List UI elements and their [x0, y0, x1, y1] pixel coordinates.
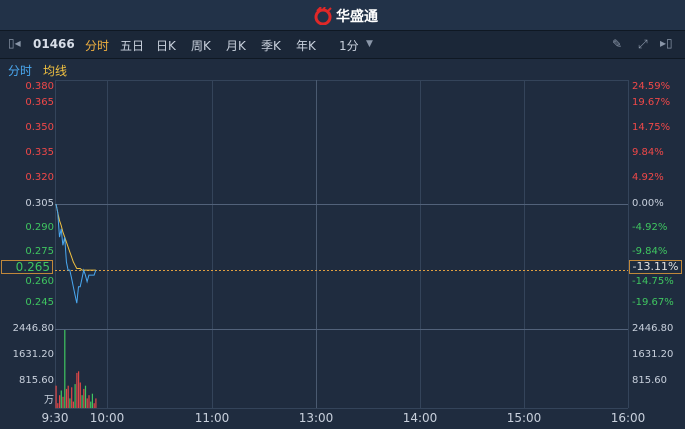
pct-label: -9.84% [632, 246, 668, 257]
volume-bar [95, 398, 97, 408]
time-label: 15:00 [506, 411, 542, 425]
app-header: 华盛通 [0, 0, 685, 31]
price-label: 0.320 [25, 172, 54, 183]
price-label: 0.380 [25, 81, 54, 92]
tab-five-day[interactable]: 五日 [120, 39, 145, 53]
volume-bar [84, 385, 87, 408]
logo-icon [314, 7, 332, 25]
stock-code: 01466 [33, 37, 75, 51]
pct-label: 4.92% [632, 172, 664, 183]
volume-bar [88, 395, 90, 408]
vol-label: 1631.20 [12, 349, 54, 360]
pct-label: 9.84% [632, 147, 664, 158]
volume-bar [59, 395, 61, 408]
tab-monthly-k[interactable]: 月K [226, 39, 246, 53]
price-label: 0.350 [25, 122, 54, 133]
tab-weekly-k[interactable]: 周K [191, 39, 211, 53]
current-price-tag: 0.265 [1, 260, 53, 274]
price-label: 0.335 [25, 147, 54, 158]
volume-bar [93, 403, 95, 408]
price-label: 0.365 [25, 97, 54, 108]
time-label: 13:00 [298, 411, 334, 425]
collapse-right-icon[interactable]: ▸▯ [660, 36, 673, 50]
time-label: 14:00 [402, 411, 438, 425]
price-line [55, 203, 97, 304]
volume-bar [64, 330, 66, 408]
vol-label-right: 815.60 [632, 375, 667, 386]
volume-bar [72, 401, 74, 408]
pct-label: 24.59% [632, 81, 671, 92]
chevron-down-icon[interactable]: ▼ [366, 39, 373, 49]
volume-bar [62, 396, 64, 408]
pct-label: -4.92% [632, 222, 668, 233]
brand-logo: 华盛通 [313, 6, 378, 26]
vol-unit: 万 [44, 395, 54, 406]
pct-label: -14.75% [632, 276, 674, 287]
tab-daily-k[interactable]: 日K [156, 39, 176, 53]
price-label: 0.290 [25, 222, 54, 233]
tab-yearly-k[interactable]: 年K [296, 39, 316, 53]
time-label: 11:00 [194, 411, 230, 425]
brand-name: 华盛通 [336, 9, 378, 25]
volume-bar [86, 398, 88, 408]
legend-avg: 均线 [43, 64, 68, 78]
vol-label-right: 2446.80 [632, 323, 674, 334]
volume-bar [81, 395, 83, 408]
volume-bar [55, 385, 57, 408]
toolbar: ▯◂ 01466 分时 五日 日K 周K 月K 季K 年K 1分 ▼ ✎ ⤢ ▸… [0, 31, 685, 59]
price-label: 0.260 [25, 276, 54, 287]
volume-bar [76, 372, 78, 408]
time-label: 9:30 [41, 411, 69, 425]
volume-bar [83, 388, 85, 408]
price-label: 0.245 [25, 297, 54, 308]
time-label: 10:00 [89, 411, 125, 425]
collapse-left-icon[interactable]: ▯◂ [8, 36, 21, 50]
volume-bar [69, 398, 71, 408]
tab-quarterly-k[interactable]: 季K [261, 39, 281, 53]
volume-bar [79, 382, 81, 408]
volume-bar [60, 390, 62, 408]
volume-bar [90, 401, 92, 408]
volume-bar [91, 393, 93, 408]
pct-label: 0.00% [632, 198, 664, 209]
vol-label: 2446.80 [12, 323, 54, 334]
pct-label: 14.75% [632, 122, 671, 133]
avg-line [55, 203, 96, 271]
vol-label-right: 1631.20 [632, 349, 674, 360]
volume-bar [78, 371, 80, 408]
current-pct-tag: -13.11% [629, 260, 682, 274]
tab-intraday[interactable]: 分时 [85, 39, 110, 53]
fullscreen-icon[interactable]: ⤢ [638, 37, 648, 51]
pct-label: -19.67% [632, 297, 674, 308]
time-label: 16:00 [610, 411, 646, 425]
volume-bar [57, 403, 59, 408]
volume-bar [67, 385, 69, 408]
volume-bar [71, 387, 73, 408]
interval-select[interactable]: 1分 [339, 39, 359, 53]
vol-label: 815.60 [19, 375, 54, 386]
pct-label: 19.67% [632, 97, 671, 108]
volume-bar [74, 384, 76, 408]
price-label: 0.275 [25, 246, 54, 257]
price-label: 0.305 [25, 198, 54, 209]
pencil-icon[interactable]: ✎ [612, 37, 623, 51]
volume-bar [65, 388, 68, 408]
legend-price: 分时 [8, 64, 33, 78]
